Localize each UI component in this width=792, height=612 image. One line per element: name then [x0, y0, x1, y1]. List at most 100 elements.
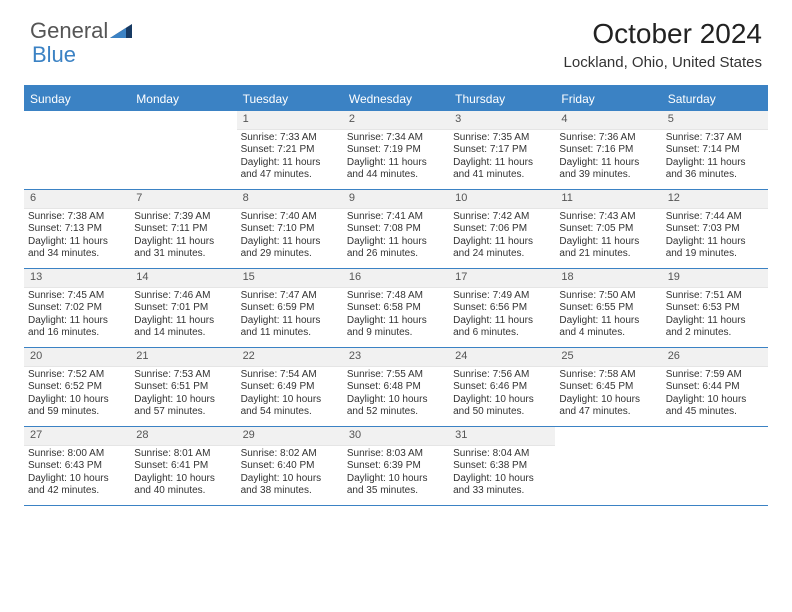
day-number: 12 [662, 190, 768, 209]
day-cell: 8Sunrise: 7:40 AMSunset: 7:10 PMDaylight… [237, 190, 343, 268]
day-body: Sunrise: 7:48 AMSunset: 6:58 PMDaylight:… [343, 288, 449, 344]
brand-part2: Blue [32, 42, 76, 68]
day-number: 26 [662, 348, 768, 367]
day-number: 8 [237, 190, 343, 209]
day-number: 24 [449, 348, 555, 367]
sunrise-line: Sunrise: 7:44 AM [666, 211, 764, 224]
title-block: October 2024 Lockland, Ohio, United Stat… [564, 18, 762, 71]
empty-cell: . [555, 427, 661, 505]
sunrise-line: Sunrise: 7:38 AM [28, 211, 126, 224]
calendar-week: 27Sunrise: 8:00 AMSunset: 6:43 PMDayligh… [24, 427, 768, 506]
day-body: Sunrise: 7:53 AMSunset: 6:51 PMDaylight:… [130, 367, 236, 423]
day-number: 21 [130, 348, 236, 367]
weekday-header-row: SundayMondayTuesdayWednesdayThursdayFrid… [24, 87, 768, 111]
day-cell: 11Sunrise: 7:43 AMSunset: 7:05 PMDayligh… [555, 190, 661, 268]
day-cell: 17Sunrise: 7:49 AMSunset: 6:56 PMDayligh… [449, 269, 555, 347]
day-cell: 10Sunrise: 7:42 AMSunset: 7:06 PMDayligh… [449, 190, 555, 268]
day-cell: 23Sunrise: 7:55 AMSunset: 6:48 PMDayligh… [343, 348, 449, 426]
day-body: Sunrise: 7:43 AMSunset: 7:05 PMDaylight:… [555, 209, 661, 265]
sunset-line: Sunset: 6:56 PM [453, 302, 551, 315]
sunrise-line: Sunrise: 8:00 AM [28, 448, 126, 461]
daylight-line: Daylight: 11 hours and 29 minutes. [241, 236, 339, 261]
day-cell: 9Sunrise: 7:41 AMSunset: 7:08 PMDaylight… [343, 190, 449, 268]
weekday-header: Sunday [24, 87, 130, 111]
sunrise-line: Sunrise: 8:02 AM [241, 448, 339, 461]
sunrise-line: Sunrise: 7:34 AM [347, 132, 445, 145]
sunrise-line: Sunrise: 7:55 AM [347, 369, 445, 382]
sunrise-line: Sunrise: 7:48 AM [347, 290, 445, 303]
daylight-line: Daylight: 11 hours and 9 minutes. [347, 315, 445, 340]
day-body: Sunrise: 7:38 AMSunset: 7:13 PMDaylight:… [24, 209, 130, 265]
day-cell: 18Sunrise: 7:50 AMSunset: 6:55 PMDayligh… [555, 269, 661, 347]
calendar-week: 20Sunrise: 7:52 AMSunset: 6:52 PMDayligh… [24, 348, 768, 427]
month-title: October 2024 [564, 18, 762, 50]
day-number: 2 [343, 111, 449, 130]
day-body: Sunrise: 7:50 AMSunset: 6:55 PMDaylight:… [555, 288, 661, 344]
flag-icon [110, 22, 138, 40]
empty-cell: . [662, 427, 768, 505]
sunset-line: Sunset: 7:02 PM [28, 302, 126, 315]
weekday-header: Wednesday [343, 87, 449, 111]
sunset-line: Sunset: 6:55 PM [559, 302, 657, 315]
day-body: Sunrise: 7:55 AMSunset: 6:48 PMDaylight:… [343, 367, 449, 423]
sunset-line: Sunset: 7:01 PM [134, 302, 232, 315]
day-body: Sunrise: 7:39 AMSunset: 7:11 PMDaylight:… [130, 209, 236, 265]
day-body: Sunrise: 7:37 AMSunset: 7:14 PMDaylight:… [662, 130, 768, 186]
day-number: 23 [343, 348, 449, 367]
weekday-header: Tuesday [237, 87, 343, 111]
daylight-line: Daylight: 10 hours and 50 minutes. [453, 394, 551, 419]
day-cell: 1Sunrise: 7:33 AMSunset: 7:21 PMDaylight… [237, 111, 343, 189]
day-cell: 28Sunrise: 8:01 AMSunset: 6:41 PMDayligh… [130, 427, 236, 505]
day-cell: 31Sunrise: 8:04 AMSunset: 6:38 PMDayligh… [449, 427, 555, 505]
day-cell: 25Sunrise: 7:58 AMSunset: 6:45 PMDayligh… [555, 348, 661, 426]
day-number: 9 [343, 190, 449, 209]
sunset-line: Sunset: 7:08 PM [347, 223, 445, 236]
calendar: SundayMondayTuesdayWednesdayThursdayFrid… [24, 85, 768, 506]
day-number: 28 [130, 427, 236, 446]
daylight-line: Daylight: 11 hours and 44 minutes. [347, 157, 445, 182]
daylight-line: Daylight: 10 hours and 45 minutes. [666, 394, 764, 419]
daylight-line: Daylight: 10 hours and 59 minutes. [28, 394, 126, 419]
daylight-line: Daylight: 10 hours and 54 minutes. [241, 394, 339, 419]
day-body: Sunrise: 7:46 AMSunset: 7:01 PMDaylight:… [130, 288, 236, 344]
sunrise-line: Sunrise: 7:35 AM [453, 132, 551, 145]
day-body: Sunrise: 7:52 AMSunset: 6:52 PMDaylight:… [24, 367, 130, 423]
sunrise-line: Sunrise: 7:50 AM [559, 290, 657, 303]
day-body: Sunrise: 8:02 AMSunset: 6:40 PMDaylight:… [237, 446, 343, 502]
sunset-line: Sunset: 6:48 PM [347, 381, 445, 394]
sunset-line: Sunset: 7:10 PM [241, 223, 339, 236]
sunset-line: Sunset: 6:39 PM [347, 460, 445, 473]
empty-cell: . [130, 111, 236, 189]
weekday-header: Friday [555, 87, 661, 111]
day-body: Sunrise: 7:54 AMSunset: 6:49 PMDaylight:… [237, 367, 343, 423]
day-number: 10 [449, 190, 555, 209]
location-text: Lockland, Ohio, United States [564, 54, 762, 71]
daylight-line: Daylight: 10 hours and 47 minutes. [559, 394, 657, 419]
day-number: 19 [662, 269, 768, 288]
day-body: Sunrise: 8:03 AMSunset: 6:39 PMDaylight:… [343, 446, 449, 502]
sunrise-line: Sunrise: 7:46 AM [134, 290, 232, 303]
empty-cell: . [24, 111, 130, 189]
sunset-line: Sunset: 6:43 PM [28, 460, 126, 473]
header: General October 2024 Lockland, Ohio, Uni… [0, 0, 792, 79]
daylight-line: Daylight: 11 hours and 47 minutes. [241, 157, 339, 182]
daylight-line: Daylight: 11 hours and 36 minutes. [666, 157, 764, 182]
sunrise-line: Sunrise: 7:54 AM [241, 369, 339, 382]
day-body: Sunrise: 8:01 AMSunset: 6:41 PMDaylight:… [130, 446, 236, 502]
day-number: 29 [237, 427, 343, 446]
sunset-line: Sunset: 7:21 PM [241, 144, 339, 157]
day-body: Sunrise: 7:35 AMSunset: 7:17 PMDaylight:… [449, 130, 555, 186]
daylight-line: Daylight: 11 hours and 14 minutes. [134, 315, 232, 340]
day-number: 4 [555, 111, 661, 130]
sunset-line: Sunset: 7:17 PM [453, 144, 551, 157]
daylight-line: Daylight: 11 hours and 2 minutes. [666, 315, 764, 340]
day-number: 7 [130, 190, 236, 209]
sunset-line: Sunset: 6:51 PM [134, 381, 232, 394]
daylight-line: Daylight: 11 hours and 31 minutes. [134, 236, 232, 261]
day-body: Sunrise: 7:56 AMSunset: 6:46 PMDaylight:… [449, 367, 555, 423]
day-number: 15 [237, 269, 343, 288]
sunset-line: Sunset: 6:49 PM [241, 381, 339, 394]
sunrise-line: Sunrise: 7:39 AM [134, 211, 232, 224]
day-body: Sunrise: 7:41 AMSunset: 7:08 PMDaylight:… [343, 209, 449, 265]
day-number: 5 [662, 111, 768, 130]
